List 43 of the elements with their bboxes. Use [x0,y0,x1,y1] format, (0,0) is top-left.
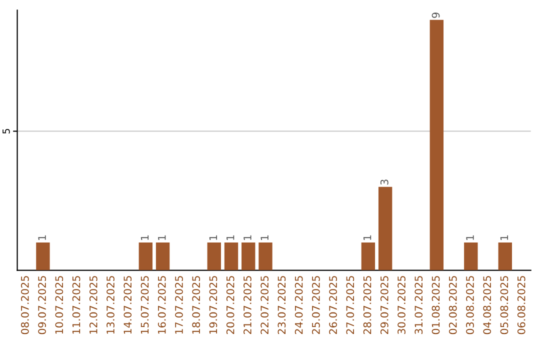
x-tick-label: 17.07.2025 [175,276,183,334]
data-label: 1 [209,235,218,240]
y-tick-label: 5 [2,128,10,134]
data-label: 1 [140,235,149,240]
x-tick-label: 13.07.2025 [106,276,114,334]
x-tick-label: 01.08.2025 [432,276,440,334]
data-label: 1 [226,235,234,240]
x-tick-label: 26.07.2025 [329,276,337,334]
x-tick-label: 20.07.2025 [226,276,234,334]
data-label: 1 [260,235,268,240]
data-label: 1 [244,235,252,240]
x-tick-label: 22.07.2025 [260,276,269,334]
x-tick-label: 21.07.2025 [244,276,252,334]
x-tick-label: 25.07.2025 [312,276,320,334]
x-tick-label: 06.08.2025 [517,276,526,334]
data-label: 1 [158,235,166,240]
x-tick-label: 05.08.2025 [500,276,508,334]
x-tick-label: 15.07.2025 [140,276,149,334]
data-label: 1 [466,235,474,240]
x-tick-label: 18.07.2025 [192,276,200,334]
x-tick-label: 28.07.2025 [363,276,372,334]
x-tick-label: 31.07.2025 [414,276,423,334]
x-tick-label: 30.07.2025 [398,276,406,334]
x-tick-label: 27.07.2025 [346,276,354,334]
data-label: 3 [380,180,388,185]
x-tick-label: 11.07.2025 [72,276,80,334]
x-tick-label: 29.07.2025 [380,276,388,334]
x-tick-label: 14.07.2025 [124,276,132,334]
x-tick-label: 03.08.2025 [466,276,474,334]
x-tick-label: 10.07.2025 [55,276,64,334]
data-label: 1 [38,235,46,240]
data-label: 9 [432,12,440,18]
data-label: 1 [363,235,372,240]
x-tick-label: 04.08.2025 [483,276,492,334]
x-tick-label: 12.07.2025 [89,276,98,334]
x-tick-label: 08.07.2025 [20,276,29,334]
x-tick-label: 19.07.2025 [209,276,218,334]
data-label: 1 [500,235,508,240]
x-tick-label: 16.07.2025 [158,276,166,334]
x-tick-label: 02.08.2025 [448,276,457,334]
x-tick-label: 23.07.2025 [278,276,286,334]
x-tick-label: 09.07.2025 [38,276,46,334]
x-tick-label: 24.07.2025 [294,276,303,334]
